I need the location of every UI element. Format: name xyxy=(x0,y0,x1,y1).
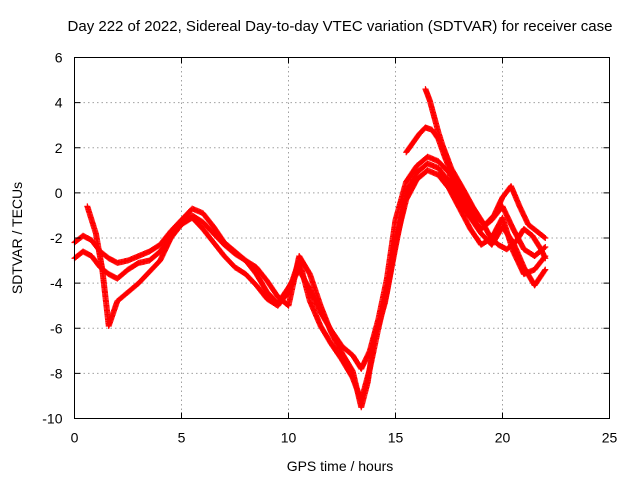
y-tick-label: -2 xyxy=(50,230,63,246)
data-points xyxy=(71,86,549,411)
y-tick-labels: -10 -8 -6 -4 -2 0 2 4 6 xyxy=(42,50,62,427)
x-tick-label: 15 xyxy=(388,430,404,446)
data-point-marker xyxy=(541,267,548,274)
series-track-c xyxy=(84,160,549,411)
data-point-marker xyxy=(542,266,549,273)
y-tick-label: -6 xyxy=(50,320,63,336)
y-tick-label: -10 xyxy=(42,411,62,427)
data-point-marker xyxy=(542,244,549,251)
data-point-marker xyxy=(541,234,548,241)
x-tick-label: 25 xyxy=(602,430,618,446)
tick-marks xyxy=(74,57,610,419)
chart-title: Day 222 of 2022, Sidereal Day-to-day VTE… xyxy=(68,18,613,35)
x-tick-labels: 0 5 10 15 20 25 xyxy=(71,430,618,446)
x-tick-label: 10 xyxy=(281,430,297,446)
y-tick-label: 2 xyxy=(55,140,63,156)
x-tick-label: 20 xyxy=(495,430,511,446)
series-track-e xyxy=(422,86,549,262)
y-tick-label: 0 xyxy=(55,185,63,201)
y-tick-label: -8 xyxy=(50,365,63,381)
y-tick-label: -4 xyxy=(50,275,63,291)
y-axis-label: SDTVAR / TECUs xyxy=(9,182,25,294)
y-tick-label: 4 xyxy=(55,95,63,111)
x-tick-label: 5 xyxy=(178,430,186,446)
x-axis-label: GPS time / hours xyxy=(287,458,394,474)
x-tick-label: 0 xyxy=(71,430,79,446)
data-point-marker xyxy=(542,255,549,262)
data-point-marker xyxy=(542,235,549,241)
y-tick-label: 6 xyxy=(55,50,63,66)
